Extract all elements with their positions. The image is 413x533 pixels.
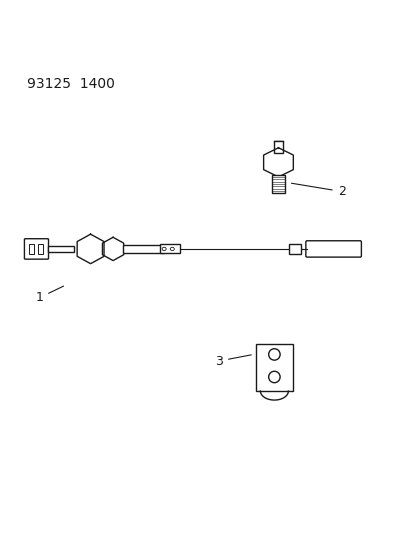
FancyBboxPatch shape — [24, 239, 48, 259]
Polygon shape — [263, 148, 293, 177]
FancyBboxPatch shape — [273, 141, 282, 154]
Text: 2: 2 — [291, 183, 345, 198]
Ellipse shape — [170, 247, 174, 251]
Text: 1: 1 — [36, 286, 64, 304]
FancyBboxPatch shape — [305, 241, 361, 257]
Circle shape — [268, 349, 280, 360]
Text: 93125  1400: 93125 1400 — [27, 77, 115, 91]
FancyBboxPatch shape — [29, 244, 34, 254]
Text: 3: 3 — [215, 354, 251, 368]
Ellipse shape — [161, 247, 166, 251]
Polygon shape — [102, 237, 123, 261]
FancyBboxPatch shape — [271, 175, 285, 193]
FancyBboxPatch shape — [47, 246, 74, 252]
FancyBboxPatch shape — [288, 244, 300, 254]
Polygon shape — [77, 234, 104, 264]
FancyBboxPatch shape — [255, 344, 292, 391]
FancyBboxPatch shape — [160, 245, 179, 253]
Circle shape — [268, 372, 280, 383]
FancyBboxPatch shape — [123, 245, 164, 253]
FancyBboxPatch shape — [38, 244, 43, 254]
